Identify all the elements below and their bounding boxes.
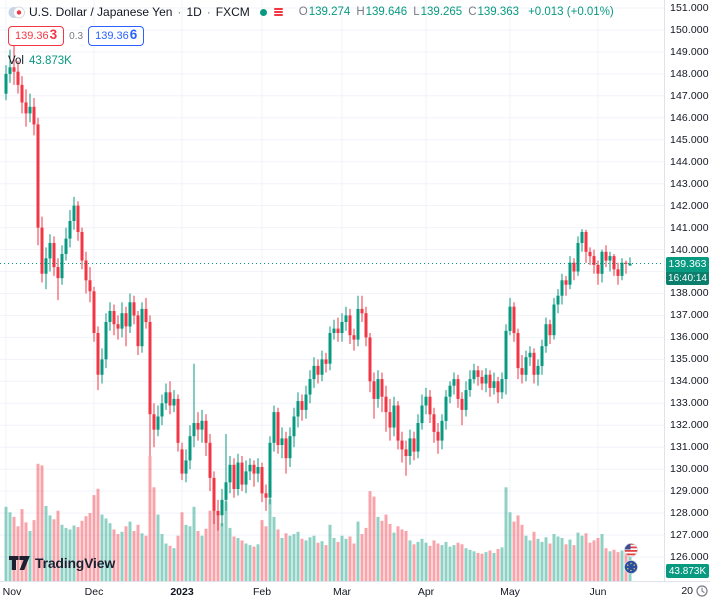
volume-label: Vol (8, 55, 24, 67)
sell-price-last-digit: 3 (49, 27, 58, 42)
low-label: L (413, 6, 420, 18)
buy-price-button[interactable]: 139.36 6 (88, 26, 145, 46)
sell-price-button[interactable]: 139.36 3 (8, 26, 65, 46)
current-price-badge: 139.363 16:40:14 (666, 256, 709, 285)
tradingview-wordmark: TradingView (35, 555, 116, 571)
sell-price-main: 139.36 (15, 30, 49, 42)
symbol-icon (8, 6, 25, 19)
price-tick-label: 126.000 (670, 551, 709, 563)
symbol-row: U.S. Dollar / Japanese Yen · 1D · FXCM O… (8, 5, 614, 19)
time-tick-label: May (500, 585, 520, 598)
volume-badge: 43.873K (666, 564, 709, 578)
economic-event-us-icon[interactable] (624, 543, 638, 557)
high-value: 139.646 (365, 6, 408, 18)
spread-value: 0.3 (69, 30, 84, 42)
grid-lines (0, 0, 664, 581)
time-tick-label: Dec (84, 585, 104, 598)
buy-price-last-digit: 6 (129, 27, 138, 42)
candles (4, 45, 632, 531)
countdown-timer: 16:40:14 (666, 271, 709, 285)
time-axis-corner[interactable]: 20 (664, 581, 710, 600)
clock-icon[interactable] (696, 585, 708, 597)
time-tick-label: Feb (252, 585, 272, 598)
price-tick-label: 148.000 (670, 67, 709, 80)
price-tick-label: 137.000 (670, 309, 709, 322)
price-tick-label: 132.000 (670, 419, 709, 432)
price-tick-label: 151.000 (670, 2, 709, 14)
price-tick-label: 145.000 (670, 133, 709, 146)
separator: · (206, 5, 211, 19)
time-tick-label: Jun (589, 585, 607, 598)
exchange[interactable]: FXCM (215, 5, 250, 19)
price-tick-label: 141.000 (670, 221, 709, 234)
volume-indicator-row[interactable]: Vol 43.873K (8, 55, 614, 67)
tradingview-logo[interactable]: TradingView (9, 555, 115, 571)
economic-event-eu-icon[interactable] (624, 560, 638, 574)
time-tick-partial: 20 (681, 585, 693, 597)
price-tick-label: 130.000 (670, 463, 709, 476)
price-tick-label: 128.000 (670, 507, 709, 520)
volume-value: 43.873K (29, 55, 72, 67)
price-tick-label: 136.000 (670, 331, 709, 344)
current-price-value: 139.363 (666, 256, 709, 272)
price-tick-label: 150.000 (670, 23, 709, 36)
volume-bars (4, 456, 632, 582)
event-icons (624, 543, 638, 574)
price-tick-label: 140.000 (670, 243, 709, 256)
bid-ask-row: 139.36 3 0.3 139.36 6 (8, 26, 614, 46)
price-tick-label: 143.000 (670, 177, 709, 190)
ohlc-values: O 139.274 H 139.646 L 139.265 C 139.363 (293, 5, 519, 19)
price-tick-label: 129.000 (670, 485, 709, 498)
price-tick-label: 144.000 (670, 155, 709, 168)
time-axis[interactable]: Nov Dec 2023 Feb Mar Apr May Jun (0, 581, 664, 600)
open-value: 139.274 (308, 6, 351, 18)
price-tick-label: 135.000 (670, 353, 709, 366)
low-value: 139.265 (420, 6, 463, 18)
price-tick-label: 146.000 (670, 111, 709, 124)
status-dot-icon[interactable] (259, 8, 267, 16)
close-label: C (468, 6, 477, 18)
legend: U.S. Dollar / Japanese Yen · 1D · FXCM O… (8, 5, 614, 67)
price-tick-label: 147.000 (670, 89, 709, 102)
time-tick-label: Apr (417, 585, 435, 598)
price-tick-label: 133.000 (670, 397, 709, 410)
time-tick-label: Nov (2, 585, 22, 598)
price-tick-label: 138.000 (670, 287, 709, 300)
price-tick-label: 131.000 (670, 441, 709, 454)
time-tick-label: Mar (332, 585, 352, 598)
open-label: O (298, 6, 308, 18)
price-axis[interactable]: 139.363 16:40:14 43.873K 151.000 150.000 1… (664, 0, 710, 581)
tradingview-mark-icon (9, 556, 30, 570)
symbol-title[interactable]: U.S. Dollar / Japanese Yen (29, 5, 173, 19)
legend-menu-icon[interactable] (273, 8, 283, 16)
price-tick-label: 149.000 (670, 45, 709, 58)
price-tick-label: 134.000 (670, 375, 709, 388)
change-value: +0.013 (+0.01%) (528, 6, 614, 18)
price-tick-label: 142.000 (670, 199, 709, 212)
price-tick-label: 127.000 (670, 529, 709, 542)
high-label: H (356, 6, 365, 18)
time-tick-label: 2023 (170, 585, 194, 598)
timeframe[interactable]: 1D (186, 5, 202, 19)
separator: · (177, 5, 182, 19)
close-value: 139.363 (477, 6, 520, 18)
buy-price-main: 139.36 (95, 30, 129, 42)
